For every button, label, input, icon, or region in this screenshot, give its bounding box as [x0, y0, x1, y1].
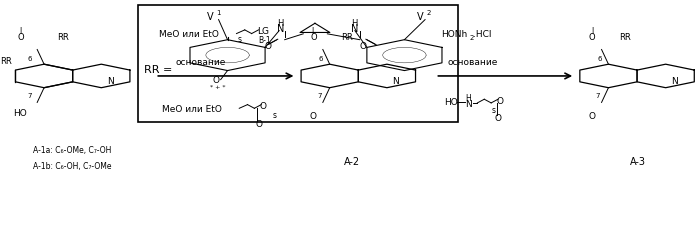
Text: N: N [392, 77, 399, 86]
Text: O: O [495, 114, 502, 123]
Text: RR: RR [0, 57, 12, 66]
Text: A-3: A-3 [630, 157, 646, 167]
Text: H: H [277, 19, 284, 27]
Text: O: O [588, 112, 595, 121]
Text: N: N [465, 100, 472, 109]
Text: HO: HO [13, 110, 27, 118]
Text: N: N [277, 24, 284, 34]
Text: .HCl: .HCl [473, 30, 492, 39]
Text: H: H [465, 94, 470, 102]
Text: V: V [207, 12, 213, 22]
Text: s: s [491, 106, 495, 115]
Text: 6: 6 [28, 56, 32, 62]
Text: RR: RR [619, 34, 631, 42]
Text: 7: 7 [317, 93, 322, 98]
Text: HO: HO [445, 98, 458, 107]
Text: O: O [310, 34, 317, 42]
Text: N: N [107, 77, 113, 86]
Text: RR: RR [57, 34, 69, 42]
Text: O: O [589, 34, 596, 42]
Text: A-1b: C₆-OH, C₇-OMe: A-1b: C₆-OH, C₇-OMe [33, 162, 111, 171]
Text: LG: LG [257, 27, 269, 36]
Text: I: I [19, 27, 21, 36]
Text: O: O [310, 112, 317, 121]
Text: A-2: A-2 [344, 157, 360, 167]
Text: RR: RR [341, 34, 353, 42]
Text: N: N [352, 24, 359, 34]
Text: 1: 1 [217, 11, 221, 16]
Text: I: I [591, 27, 593, 36]
Text: 6: 6 [597, 56, 602, 62]
Text: * + *: * + * [210, 85, 225, 90]
Text: MeO или EtO: MeO или EtO [159, 30, 219, 39]
Text: O: O [212, 76, 219, 85]
Text: I: I [312, 27, 314, 36]
Text: 2: 2 [426, 11, 431, 16]
Text: V: V [417, 12, 424, 22]
Text: основание: основание [448, 58, 498, 67]
Text: HONh: HONh [441, 30, 467, 39]
Text: 2: 2 [469, 35, 473, 41]
Text: O: O [255, 121, 262, 129]
Text: 6: 6 [318, 56, 323, 62]
Text: H: H [352, 19, 358, 27]
Text: MeO или EtO: MeO или EtO [162, 105, 222, 113]
Text: N: N [671, 77, 678, 86]
Text: RR =: RR = [143, 65, 172, 75]
Text: B-1: B-1 [259, 36, 271, 45]
Text: O: O [17, 34, 24, 42]
Text: 7: 7 [27, 93, 31, 98]
Text: A-1a: C₆-OMe, C₇-OH: A-1a: C₆-OMe, C₇-OH [33, 146, 111, 155]
Text: s: s [238, 35, 242, 44]
Text: основание: основание [176, 58, 226, 67]
Text: O: O [497, 97, 504, 106]
Text: s: s [273, 111, 276, 120]
Text: O: O [260, 102, 267, 111]
Text: O: O [359, 42, 366, 50]
Text: O: O [264, 42, 271, 50]
Bar [138, 5, 458, 122]
Text: 7: 7 [596, 93, 600, 98]
